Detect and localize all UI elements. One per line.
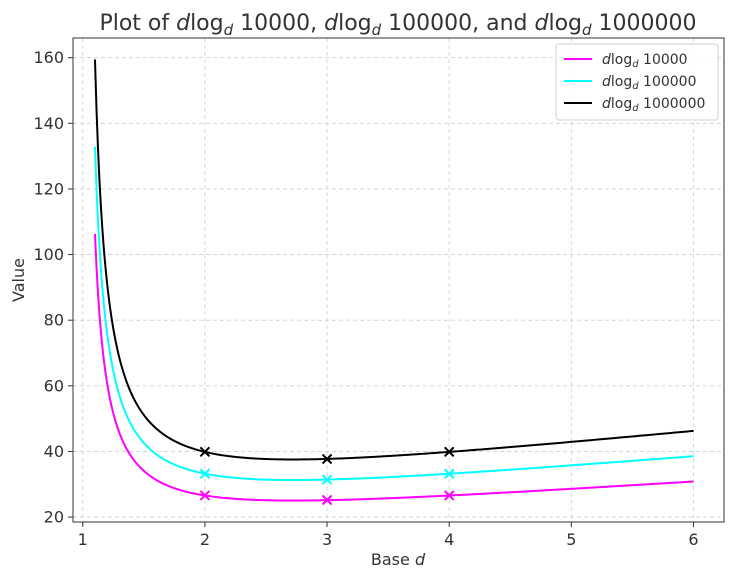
y-tick-label: 140 (33, 114, 64, 133)
legend-label: dlogd 1000000 (602, 96, 705, 114)
series-group (93, 59, 694, 502)
grid (73, 38, 724, 522)
legend-box (555, 43, 719, 121)
plot-frame (72, 37, 725, 523)
y-axis-label: Value (9, 258, 28, 302)
data-point-marker (199, 446, 211, 457)
y-tick-label: 60 (44, 376, 64, 395)
data-point-marker (443, 446, 455, 457)
y-tick-label: 160 (33, 48, 64, 67)
y-tick-label: 120 (33, 179, 64, 198)
markers-group (199, 446, 455, 506)
y-tick-label: 80 (44, 311, 64, 330)
legend-label: dlogd 100000 (602, 74, 697, 92)
ticks: 1 2 3 4 5 6 20 40 60 80 100 120 140 160 (33, 48, 698, 549)
x-tick-label: 3 (322, 530, 332, 549)
legend-label: dlogd 10000 (602, 52, 688, 70)
y-tick-label: 20 (44, 508, 64, 527)
data-point-marker (321, 474, 333, 485)
legend: dlogd 10000 dlogd 100000 dlogd 1000000 (555, 43, 719, 121)
y-tick-label: 40 (44, 442, 64, 461)
data-point-marker (321, 453, 333, 465)
series-line (93, 59, 694, 461)
x-tick-label: 5 (566, 530, 576, 549)
series-line (93, 146, 694, 482)
data-point-marker (199, 490, 211, 501)
series-line (93, 233, 694, 502)
chart-title: Plot of dlogd 10000, dlogd 100000, and d… (99, 11, 696, 39)
x-tick-label: 6 (688, 530, 698, 549)
y-tick-label: 100 (33, 245, 64, 264)
data-point-marker (443, 468, 455, 479)
data-point-marker (443, 490, 455, 501)
data-point-marker (199, 468, 211, 479)
x-tick-label: 2 (200, 530, 210, 549)
x-tick-label: 4 (444, 530, 454, 549)
data-point-marker (321, 494, 333, 506)
x-axis-label: Base d (371, 550, 426, 569)
x-tick-label: 1 (78, 530, 88, 549)
